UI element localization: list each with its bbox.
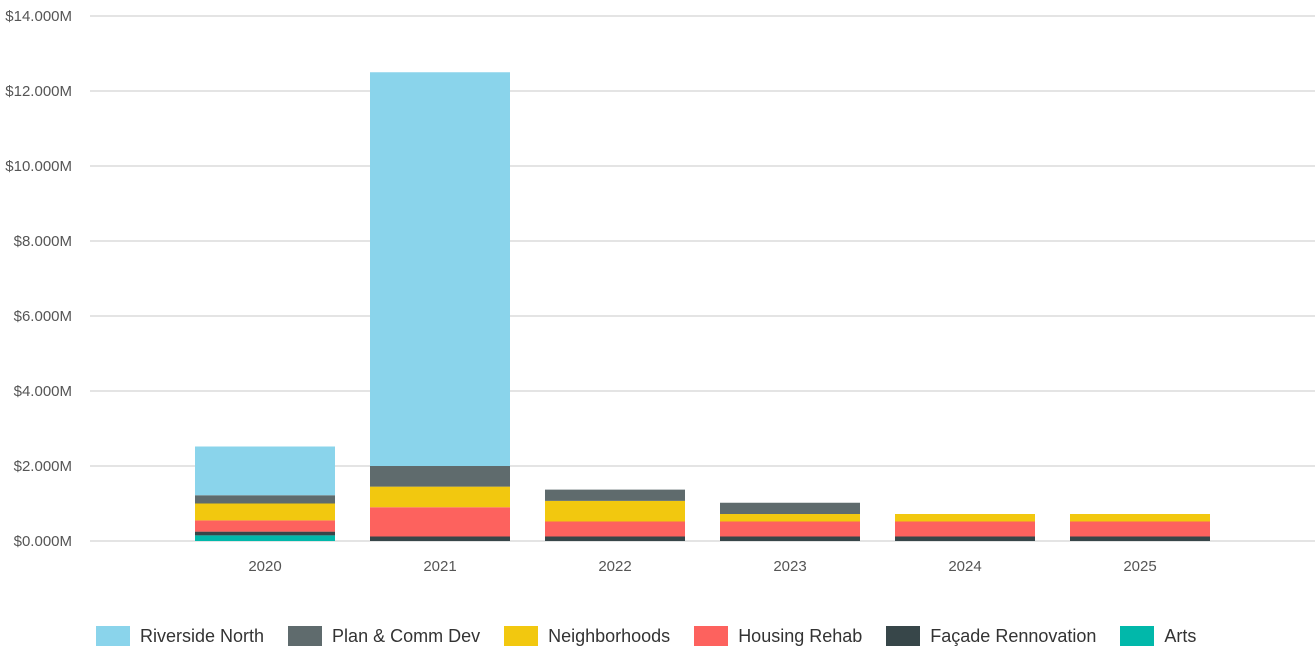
legend: Riverside North Plan & Comm Dev Neighborho… (96, 624, 1196, 648)
bar-segment (895, 536, 1035, 541)
bar-segment (895, 521, 1035, 537)
stacked-bar-chart: $0.000M $2.000M $4.000M $6.000M $8.000M $10.0… (5, 8, 1315, 575)
bar-segment (370, 486, 510, 508)
legend-item[interactable]: Neighborhoods (504, 626, 670, 647)
legend-item[interactable]: Façade Rennovation (886, 626, 1096, 647)
x-tick-label: 2021 (423, 558, 456, 575)
bar-segment (195, 531, 335, 536)
bar-segment (195, 520, 335, 532)
legend-label: Façade Rennovation (930, 625, 1097, 646)
x-tick-label: 2023 (773, 558, 806, 575)
bar-segment (545, 489, 685, 501)
x-tick-label: 2025 (1123, 558, 1156, 575)
bar-segment (720, 502, 860, 514)
bar-segment (370, 536, 510, 541)
legend-label: Housing Rehab (738, 625, 863, 646)
y-tick-label: $0.000M (14, 533, 72, 550)
bar-segment (195, 495, 335, 504)
bar-segment (195, 503, 335, 521)
legend-label: Arts (1164, 625, 1197, 646)
x-tick-label: 2022 (598, 558, 631, 575)
bar-segment (1070, 536, 1210, 541)
legend-swatch (886, 626, 921, 646)
legend-item[interactable]: Riverside North (96, 626, 264, 647)
x-tick-label: 2024 (948, 558, 981, 575)
legend-item[interactable]: Arts (1120, 626, 1196, 647)
legend-swatch (288, 626, 323, 646)
bar-segment (370, 507, 510, 537)
legend-label: Riverside North (140, 625, 265, 646)
legend-swatch (96, 626, 130, 646)
x-axis: 2020 2021 2022 2023 2024 2025 (248, 558, 1156, 575)
bar-segment (1070, 521, 1210, 537)
y-tick-label: $4.000M (14, 383, 72, 400)
y-axis: $0.000M $2.000M $4.000M $6.000M $8.000M $10.0… (5, 8, 72, 550)
bar-segment (370, 466, 510, 487)
bar-segment (370, 72, 510, 466)
bar-segment (195, 446, 335, 496)
legend-swatch (504, 626, 539, 646)
bar-segment (195, 535, 335, 541)
y-tick-label: $2.000M (14, 458, 72, 475)
bars (195, 72, 1210, 541)
bar-segment (720, 536, 860, 541)
y-tick-label: $12.000M (5, 83, 72, 100)
bar-segment (720, 521, 860, 537)
bar-segment (720, 514, 860, 522)
legend-label: Plan & Comm Dev (332, 625, 481, 646)
legend-item[interactable]: Plan & Comm Dev (288, 626, 480, 647)
bar-segment (895, 514, 1035, 522)
x-tick-label: 2020 (248, 558, 281, 575)
legend-swatch (1120, 626, 1155, 646)
bar-segment (545, 500, 685, 522)
y-tick-label: $8.000M (14, 233, 72, 250)
legend-label: Neighborhoods (548, 625, 671, 646)
y-tick-label: $10.000M (5, 158, 72, 175)
legend-item[interactable]: Housing Rehab (694, 626, 862, 647)
y-tick-label: $6.000M (14, 308, 72, 325)
legend-swatch (694, 626, 729, 646)
bar-segment (545, 536, 685, 541)
bar-segment (1070, 514, 1210, 522)
y-tick-label: $14.000M (5, 8, 72, 25)
bar-segment (545, 521, 685, 537)
